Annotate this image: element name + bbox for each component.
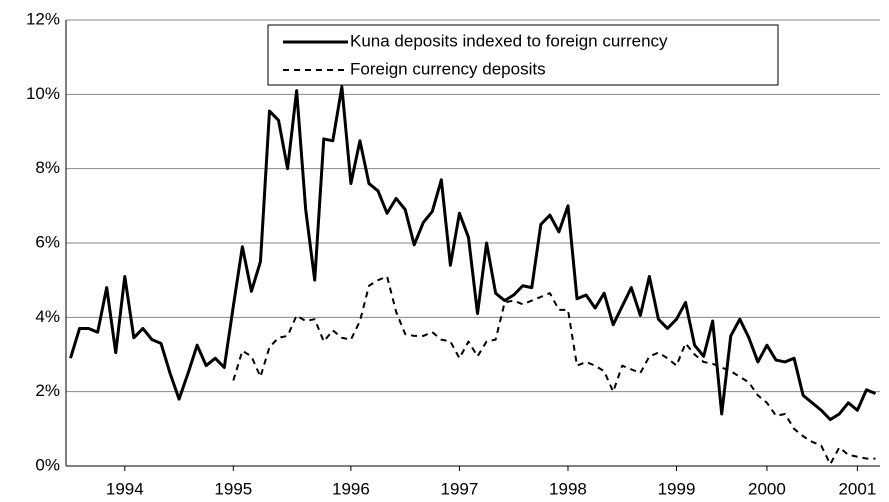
x-tick-label: 1994 bbox=[106, 479, 144, 498]
x-tick-label: 1995 bbox=[214, 479, 252, 498]
legend-box bbox=[267, 24, 779, 86]
y-tick-label: 6% bbox=[35, 232, 60, 251]
data-line bbox=[69, 85, 877, 422]
x-tick-label: 1999 bbox=[658, 479, 696, 498]
legend: Kuna deposits indexed to foreign currenc… bbox=[267, 24, 779, 86]
x-tick-label: 1996 bbox=[332, 479, 370, 498]
x-tick-label: 2000 bbox=[748, 479, 786, 498]
y-tick-label: 2% bbox=[35, 381, 60, 400]
x-tick-label: 2001 bbox=[838, 479, 876, 498]
data-line bbox=[232, 275, 876, 466]
x-tick-label: 1998 bbox=[549, 479, 587, 498]
y-tick-label: 4% bbox=[35, 307, 60, 326]
legend-label: Foreign currency deposits bbox=[350, 59, 546, 78]
legend-label: Kuna deposits indexed to foreign currenc… bbox=[350, 31, 668, 50]
y-tick-label: 0% bbox=[35, 455, 60, 474]
x-tick-label: 1997 bbox=[441, 479, 479, 498]
y-tick-label: 12% bbox=[26, 9, 60, 28]
y-tick-label: 10% bbox=[26, 84, 60, 103]
y-tick-label: 8% bbox=[35, 158, 60, 177]
